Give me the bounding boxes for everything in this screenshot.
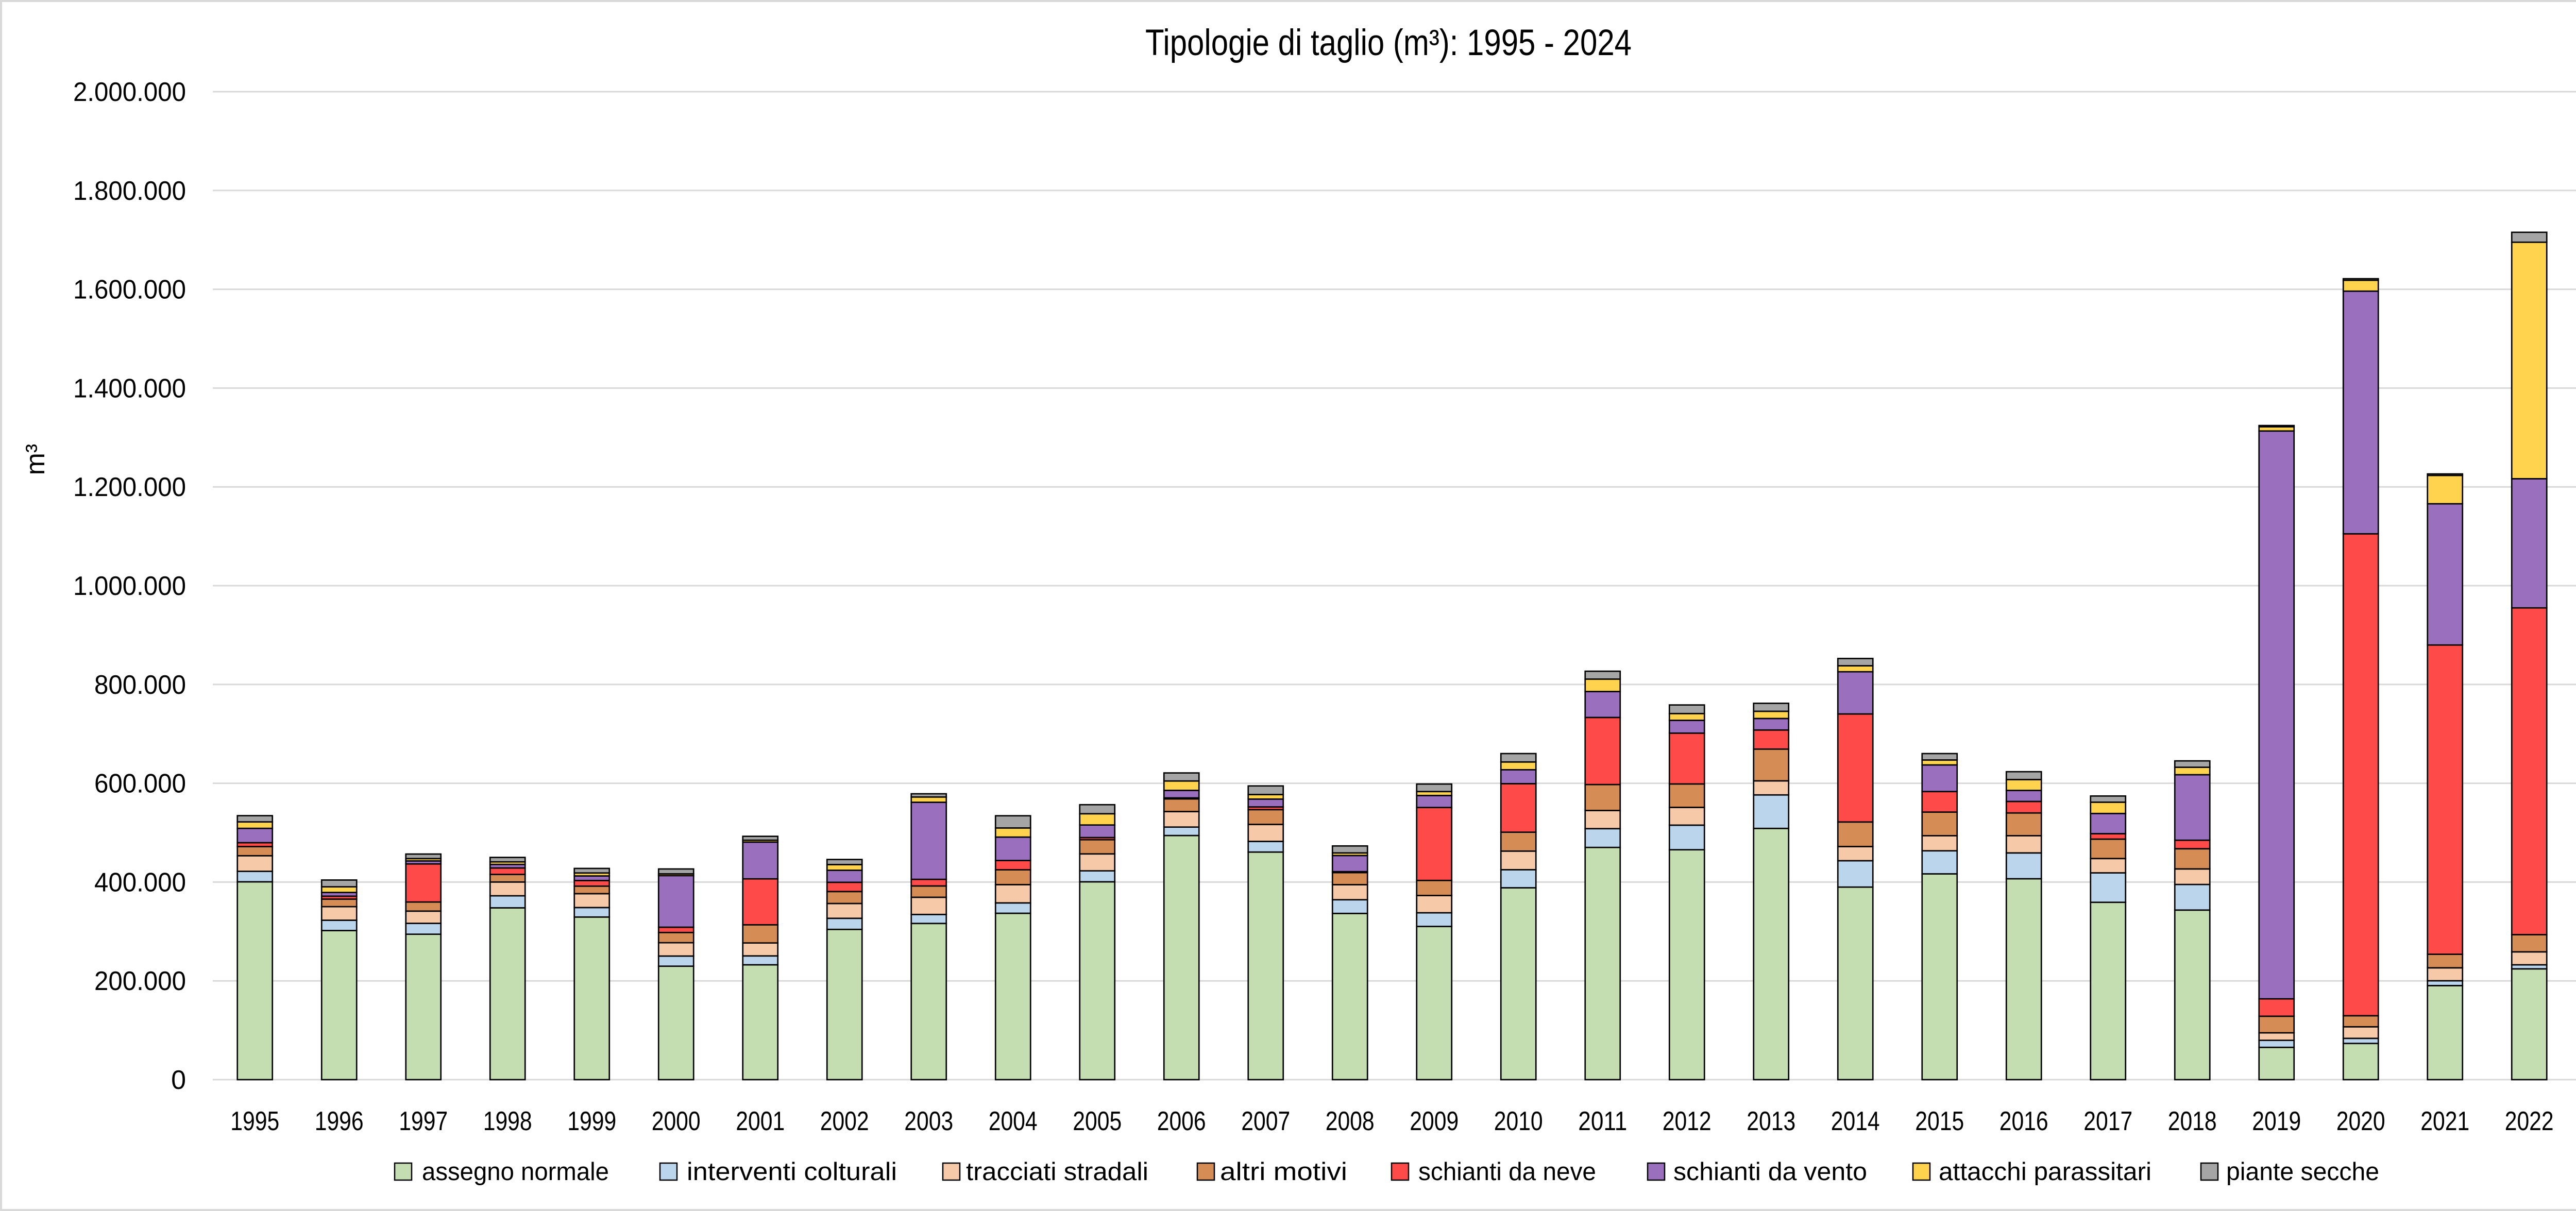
- svg-text:1.400.000: 1.400.000: [73, 373, 186, 403]
- svg-text:2017: 2017: [2083, 1106, 2132, 1136]
- svg-text:interventi colturali: interventi colturali: [687, 1158, 897, 1186]
- svg-text:1998: 1998: [483, 1106, 532, 1136]
- svg-text:2018: 2018: [2168, 1106, 2217, 1136]
- svg-text:2016: 2016: [1999, 1106, 2048, 1136]
- svg-text:600.000: 600.000: [94, 769, 186, 799]
- svg-text:800.000: 800.000: [94, 670, 186, 700]
- svg-text:400.000: 400.000: [94, 867, 186, 897]
- svg-text:2003: 2003: [904, 1106, 953, 1136]
- svg-text:2021: 2021: [2420, 1106, 2469, 1136]
- svg-text:2014: 2014: [1831, 1106, 1880, 1136]
- svg-text:2004: 2004: [989, 1106, 1038, 1136]
- svg-text:Tipologie di taglio (m³): 1995: Tipologie di taglio (m³): 1995 - 2024: [1145, 23, 1632, 63]
- svg-text:2020: 2020: [2336, 1106, 2385, 1136]
- svg-text:1995: 1995: [230, 1106, 279, 1136]
- svg-text:1.600.000: 1.600.000: [73, 275, 186, 305]
- svg-text:schianti da vento: schianti da vento: [1673, 1158, 1867, 1186]
- svg-text:2019: 2019: [2252, 1106, 2301, 1136]
- svg-text:2008: 2008: [1326, 1106, 1375, 1136]
- svg-text:1.800.000: 1.800.000: [73, 176, 186, 206]
- svg-text:schianti da neve: schianti da neve: [1418, 1158, 1596, 1186]
- svg-text:1996: 1996: [315, 1106, 364, 1136]
- svg-text:m³: m³: [21, 444, 50, 475]
- svg-text:2010: 2010: [1494, 1106, 1543, 1136]
- svg-text:1997: 1997: [399, 1106, 448, 1136]
- svg-text:2.000.000: 2.000.000: [73, 77, 186, 107]
- svg-text:altri motivi: altri motivi: [1220, 1158, 1347, 1186]
- svg-text:attacchi parassitari: attacchi parassitari: [1939, 1158, 2151, 1186]
- svg-text:200.000: 200.000: [94, 966, 186, 996]
- svg-text:2006: 2006: [1157, 1106, 1206, 1136]
- svg-text:2002: 2002: [820, 1106, 869, 1136]
- svg-text:2012: 2012: [1663, 1106, 1711, 1136]
- svg-text:2013: 2013: [1747, 1106, 1795, 1136]
- svg-text:piante secche: piante secche: [2226, 1158, 2379, 1186]
- svg-text:assegno normale: assegno normale: [422, 1158, 609, 1186]
- svg-text:2001: 2001: [736, 1106, 785, 1136]
- svg-text:2007: 2007: [1241, 1106, 1290, 1136]
- svg-text:2011: 2011: [1578, 1106, 1627, 1136]
- svg-text:2000: 2000: [652, 1106, 701, 1136]
- svg-text:1.200.000: 1.200.000: [73, 472, 186, 502]
- svg-text:1999: 1999: [567, 1106, 616, 1136]
- svg-text:tracciati stradali: tracciati stradali: [966, 1158, 1148, 1186]
- svg-text:2015: 2015: [1915, 1106, 1964, 1136]
- svg-text:1.000.000: 1.000.000: [73, 571, 186, 601]
- svg-text:2005: 2005: [1073, 1106, 1122, 1136]
- svg-text:2022: 2022: [2505, 1106, 2554, 1136]
- svg-text:0: 0: [171, 1065, 186, 1095]
- svg-text:2009: 2009: [1410, 1106, 1459, 1136]
